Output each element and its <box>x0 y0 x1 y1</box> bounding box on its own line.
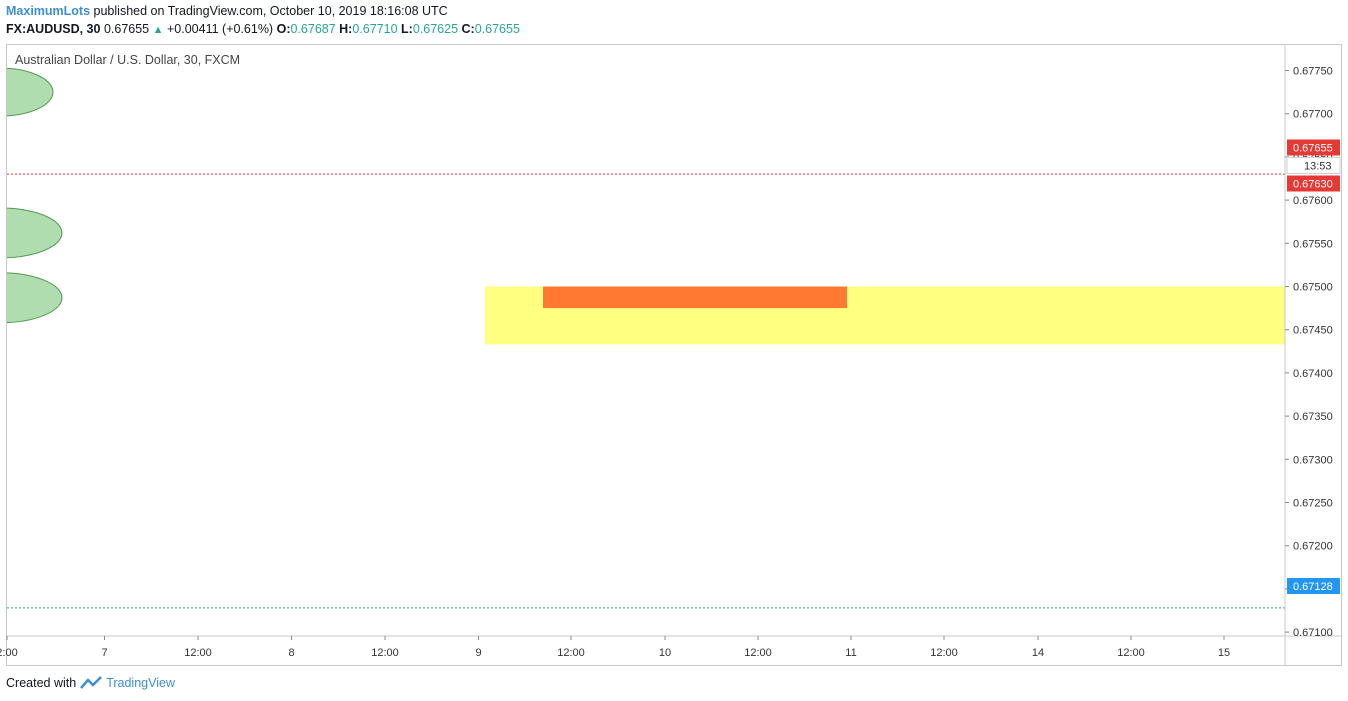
publish-line: MaximumLots published on TradingView.com… <box>6 4 448 18</box>
author-link[interactable]: MaximumLots <box>6 4 91 18</box>
price-badge <box>1287 578 1340 594</box>
triangle-up-icon: ▲ <box>152 24 164 36</box>
y-tick-label: 0.67700 <box>1293 109 1333 121</box>
price-badge <box>1287 139 1340 156</box>
x-tick-label: 8 <box>288 647 294 659</box>
x-tick-label: 7 <box>101 647 107 659</box>
price-badge <box>1287 175 1340 192</box>
x-tick-label: 12:00 <box>371 647 399 659</box>
high-value: 0.67710 <box>352 22 398 36</box>
open-value: 0.67687 <box>290 22 336 36</box>
high-label: H: <box>339 22 353 36</box>
y-tick-label: 0.67100 <box>1293 627 1333 639</box>
tradingview-logo-icon <box>80 676 103 689</box>
created-with-text: Created with <box>6 676 77 690</box>
price-badge <box>1286 157 1341 174</box>
last-price: 0.67655 <box>103 22 150 36</box>
x-tick-label: 12:00 <box>184 647 212 659</box>
orange-supply-zone <box>543 286 847 309</box>
x-tick-label: 12:00 <box>930 647 958 659</box>
y-tick-label: 0.67500 <box>1293 282 1333 294</box>
chart-title: Australian Dollar / U.S. Dollar, 30, FXC… <box>15 53 241 67</box>
x-tick-label: 9 <box>475 647 481 659</box>
y-tick-label: 0.67300 <box>1293 454 1333 466</box>
x-tick-label: 12:00 <box>1117 647 1145 659</box>
y-tick-label: 0.67750 <box>1293 66 1333 78</box>
x-tick-label: 2:00 <box>0 647 18 659</box>
x-tick-label: 14 <box>1032 647 1044 659</box>
low-value: 0.67625 <box>412 22 459 36</box>
ohlc-line: FX:AUDUSD, 30 0.67655 ▲ +0.00411 (+0.61%… <box>6 22 520 36</box>
symbol-label: FX:AUDUSD, 30 <box>6 22 101 36</box>
y-tick-label: 0.67250 <box>1293 498 1333 510</box>
x-tick-label: 10 <box>659 647 671 659</box>
open-label: O: <box>276 22 291 36</box>
tradingview-link[interactable]: TradingView <box>106 676 175 690</box>
x-tick-label: 12:00 <box>744 647 772 659</box>
y-tick-label: 0.67200 <box>1293 541 1333 553</box>
footer: Created with TradingView <box>6 676 175 690</box>
price-badge-label: 13:53 <box>1304 161 1332 173</box>
touch-highlight-ellipse <box>7 272 63 324</box>
close-value: 0.67655 <box>474 22 520 36</box>
x-tick-label: 11 <box>845 647 856 659</box>
y-tick-label: 0.67550 <box>1293 238 1333 250</box>
price-badge-label: 0.67630 <box>1293 179 1333 191</box>
published-text: published on TradingView.com, October 10… <box>93 4 448 18</box>
x-tick-label: 15 <box>1218 647 1230 659</box>
y-tick-label: 0.67450 <box>1293 325 1333 337</box>
plot-area <box>7 67 1285 609</box>
price-badge-label: 0.67128 <box>1293 581 1333 593</box>
low-label: L: <box>401 22 413 36</box>
touch-highlight-ellipse <box>7 207 63 259</box>
x-tick-label: 12:00 <box>557 647 585 659</box>
close-label: C: <box>461 22 475 36</box>
y-tick-label: 0.67600 <box>1293 195 1333 207</box>
price-badge-label: 0.67655 <box>1293 143 1333 155</box>
price-change: +0.00411 (+0.61%) <box>167 22 274 36</box>
y-tick-label: 0.67400 <box>1293 368 1333 380</box>
touch-highlight-ellipse <box>7 67 54 117</box>
y-tick-label: 0.67350 <box>1293 411 1333 423</box>
chart-frame <box>6 44 1342 666</box>
